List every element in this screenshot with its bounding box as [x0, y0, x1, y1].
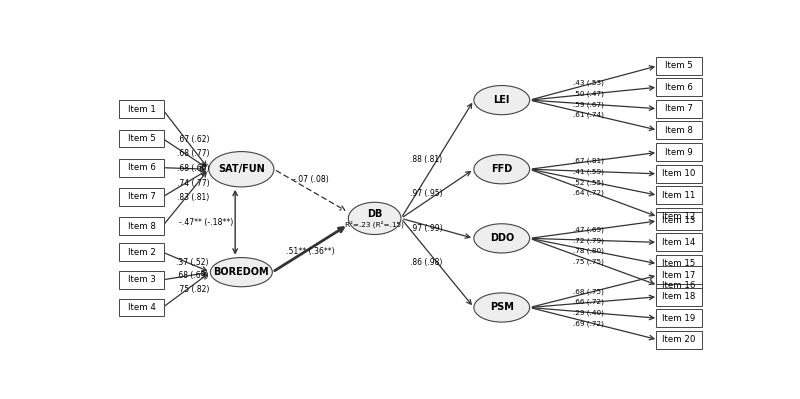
Text: Item 6: Item 6: [665, 83, 693, 92]
Text: .37 (.52): .37 (.52): [177, 258, 209, 267]
Text: .97 (.99): .97 (.99): [410, 224, 442, 233]
Text: .68 (.69): .68 (.69): [177, 271, 209, 280]
Text: .75 (.75): .75 (.75): [574, 259, 604, 265]
FancyBboxPatch shape: [656, 212, 702, 230]
Text: .50 (.47): .50 (.47): [574, 91, 604, 97]
Text: .68 (.77): .68 (.77): [177, 149, 210, 158]
FancyBboxPatch shape: [656, 186, 702, 204]
Text: Item 7: Item 7: [665, 104, 693, 113]
FancyBboxPatch shape: [656, 208, 702, 226]
Text: .51** (.36**): .51** (.36**): [286, 247, 334, 256]
Text: SAT/FUN: SAT/FUN: [218, 164, 265, 174]
Text: .75 (.82): .75 (.82): [177, 285, 209, 294]
FancyBboxPatch shape: [656, 277, 702, 294]
FancyBboxPatch shape: [656, 100, 702, 118]
Text: Item 8: Item 8: [128, 221, 155, 231]
Ellipse shape: [474, 85, 530, 115]
FancyBboxPatch shape: [656, 121, 702, 139]
Text: Item 3: Item 3: [128, 275, 155, 284]
Text: DDO: DDO: [490, 233, 514, 243]
Text: .43 (.53): .43 (.53): [574, 80, 604, 86]
FancyBboxPatch shape: [118, 101, 165, 118]
FancyBboxPatch shape: [118, 188, 165, 206]
FancyBboxPatch shape: [118, 159, 165, 177]
Text: .86 (.98): .86 (.98): [410, 259, 442, 267]
Text: Item 14: Item 14: [662, 238, 696, 247]
Text: .61 (.74): .61 (.74): [574, 112, 604, 119]
Text: Item 4: Item 4: [128, 303, 155, 312]
Text: .68 (.60): .68 (.60): [177, 164, 210, 173]
FancyBboxPatch shape: [656, 331, 702, 349]
Text: Item 1: Item 1: [128, 105, 155, 114]
Text: .67 (.81): .67 (.81): [574, 158, 604, 164]
Text: Item 18: Item 18: [662, 292, 696, 301]
Text: -.47** (-.18**): -.47** (-.18**): [179, 218, 233, 227]
Text: BOREDOM: BOREDOM: [214, 267, 269, 277]
Text: .68 (.75): .68 (.75): [574, 288, 604, 294]
FancyBboxPatch shape: [656, 57, 702, 75]
Text: .83 (.81): .83 (.81): [177, 193, 210, 202]
Text: Item 6: Item 6: [128, 163, 155, 172]
Text: Item 16: Item 16: [662, 281, 696, 290]
Text: .29 (.40): .29 (.40): [574, 310, 604, 316]
FancyBboxPatch shape: [656, 233, 702, 251]
Text: .69 (.72): .69 (.72): [574, 320, 604, 327]
Text: .67 (.62): .67 (.62): [177, 135, 210, 144]
Text: .64 (.72): .64 (.72): [574, 190, 604, 196]
Ellipse shape: [210, 258, 272, 287]
Text: .59 (.67): .59 (.67): [574, 101, 604, 108]
Text: Item 17: Item 17: [662, 271, 696, 280]
Ellipse shape: [348, 202, 401, 235]
Text: Item 2: Item 2: [128, 248, 155, 257]
Ellipse shape: [474, 155, 530, 184]
Text: .47 (.69): .47 (.69): [574, 226, 604, 233]
Text: PSM: PSM: [490, 302, 514, 312]
Text: Item 5: Item 5: [665, 61, 693, 70]
Ellipse shape: [474, 224, 530, 253]
FancyBboxPatch shape: [118, 130, 165, 147]
Text: Item 20: Item 20: [662, 335, 696, 344]
Text: .72 (.79): .72 (.79): [574, 237, 604, 244]
FancyBboxPatch shape: [656, 165, 702, 183]
Text: Item 13: Item 13: [662, 216, 696, 225]
FancyBboxPatch shape: [656, 143, 702, 161]
Text: .88 (.81): .88 (.81): [410, 155, 442, 164]
Text: Item 5: Item 5: [128, 134, 155, 143]
Text: R²=.23 (R²=.15): R²=.23 (R²=.15): [346, 220, 404, 228]
Text: Item 10: Item 10: [662, 169, 696, 178]
FancyBboxPatch shape: [656, 288, 702, 306]
Text: Item 11: Item 11: [662, 191, 696, 200]
FancyBboxPatch shape: [656, 266, 702, 284]
Text: .78 (.80): .78 (.80): [574, 248, 604, 255]
Text: -.07 (.08): -.07 (.08): [294, 176, 329, 184]
FancyBboxPatch shape: [118, 217, 165, 235]
Text: Item 12: Item 12: [662, 212, 696, 221]
Ellipse shape: [209, 152, 274, 187]
Text: .52 (.55): .52 (.55): [574, 179, 604, 186]
Text: Item 7: Item 7: [128, 192, 155, 201]
Text: LEI: LEI: [494, 95, 510, 105]
FancyBboxPatch shape: [118, 271, 165, 289]
Text: Item 8: Item 8: [665, 126, 693, 135]
FancyBboxPatch shape: [656, 255, 702, 273]
FancyBboxPatch shape: [656, 78, 702, 96]
Text: Item 9: Item 9: [666, 148, 693, 157]
FancyBboxPatch shape: [118, 298, 165, 316]
Text: .41 (.59): .41 (.59): [574, 168, 604, 175]
Ellipse shape: [474, 293, 530, 322]
Text: Item 19: Item 19: [662, 314, 696, 323]
FancyBboxPatch shape: [118, 243, 165, 261]
FancyBboxPatch shape: [656, 309, 702, 327]
Text: .74 (.77): .74 (.77): [177, 179, 210, 188]
Text: Item 15: Item 15: [662, 259, 696, 269]
Text: FFD: FFD: [491, 164, 512, 174]
Text: .66 (.72): .66 (.72): [574, 299, 604, 305]
Text: DB: DB: [367, 209, 382, 219]
Text: .97 (.95): .97 (.95): [410, 189, 442, 198]
